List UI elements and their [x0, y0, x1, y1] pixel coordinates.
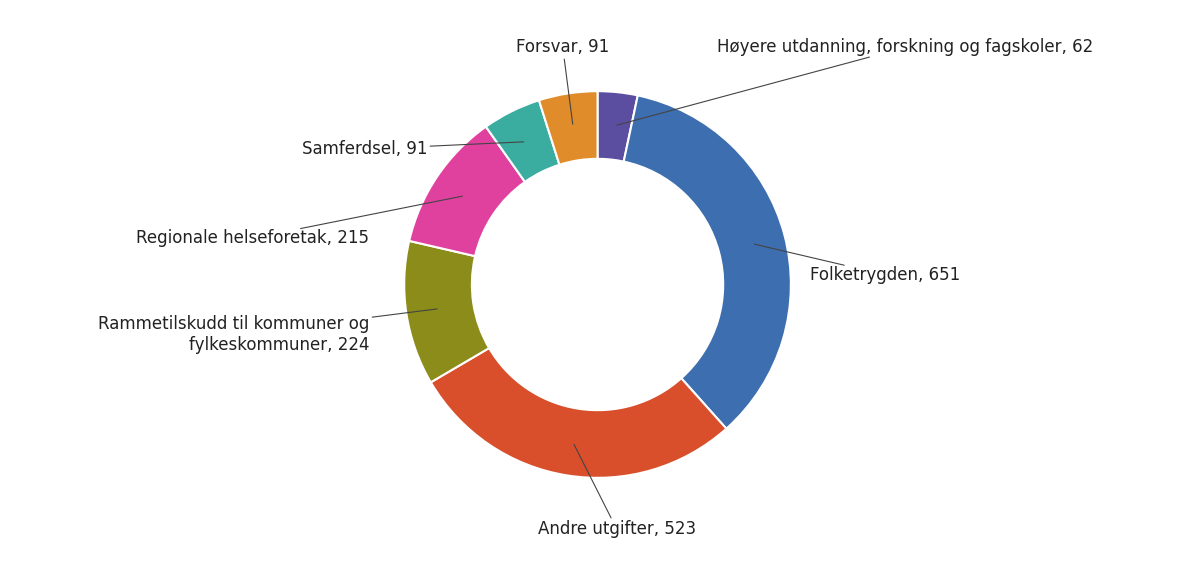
Text: Rammetilskudd til kommuner og
fylkeskommuner, 224: Rammetilskudd til kommuner og fylkeskomm…	[98, 309, 437, 354]
Wedge shape	[431, 348, 726, 478]
Text: Andre utgifter, 523: Andre utgifter, 523	[538, 444, 696, 538]
Text: Regionale helseforetak, 215: Regionale helseforetak, 215	[137, 196, 462, 247]
Wedge shape	[624, 96, 791, 428]
Text: Høyere utdanning, forskning og fagskoler, 62: Høyere utdanning, forskning og fagskoler…	[617, 38, 1093, 125]
Wedge shape	[404, 241, 490, 382]
Text: Samferdsel, 91: Samferdsel, 91	[302, 140, 523, 158]
Wedge shape	[539, 91, 598, 165]
Text: Forsvar, 91: Forsvar, 91	[516, 38, 610, 124]
Wedge shape	[409, 127, 524, 256]
Text: Folketrygden, 651: Folketrygden, 651	[755, 244, 960, 284]
Wedge shape	[486, 100, 559, 182]
Wedge shape	[598, 91, 638, 162]
